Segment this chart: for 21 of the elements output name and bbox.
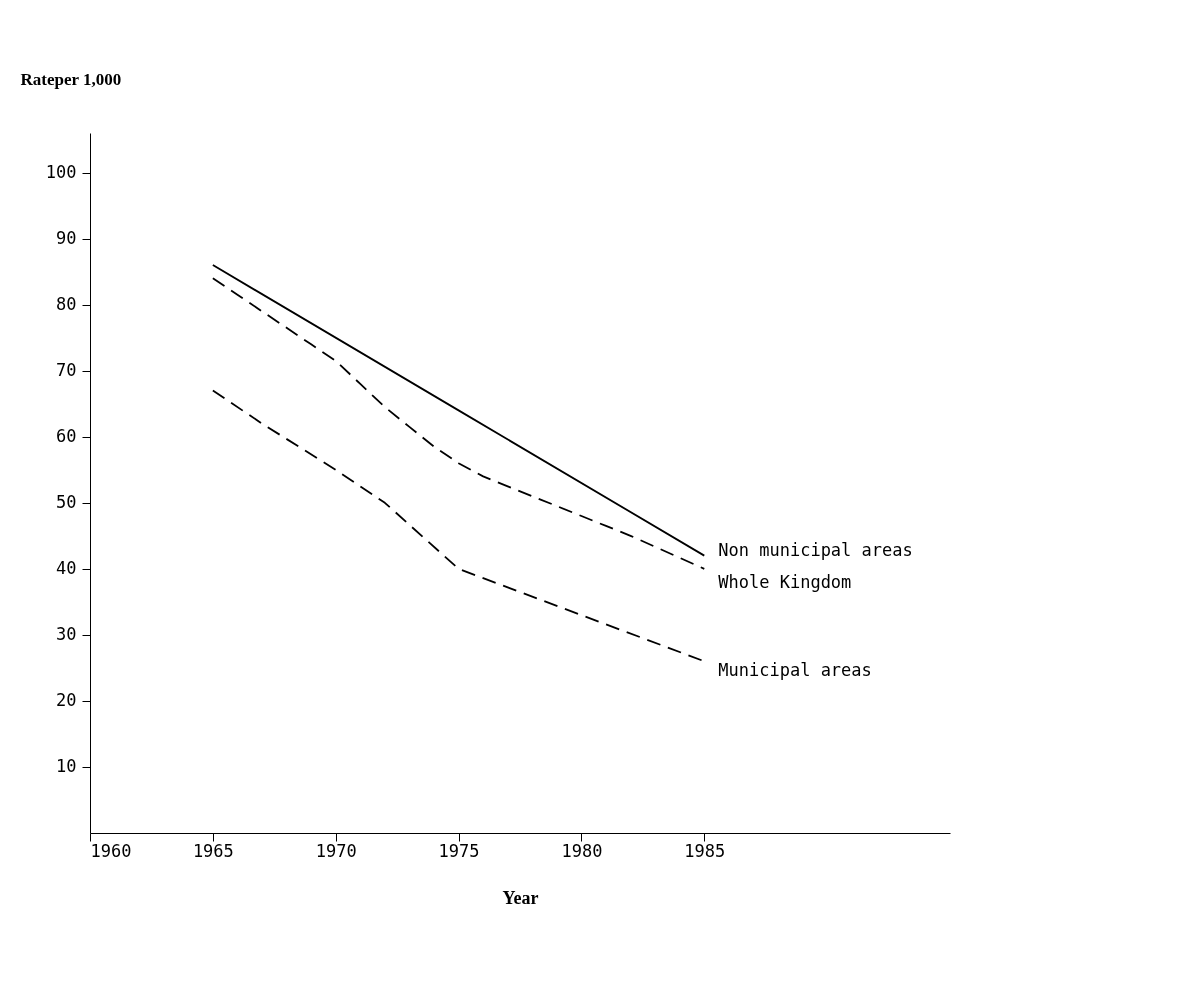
y-tick-label: 10: [56, 756, 77, 777]
x-tick-label: 1985: [684, 840, 726, 861]
x-tick-label: 1980: [561, 840, 603, 861]
y-tick-label: 80: [56, 294, 77, 315]
x-axis-title: Year: [502, 887, 539, 908]
x-tick-label: 1970: [315, 840, 357, 861]
series-label: Municipal areas: [718, 660, 872, 681]
y-tick-label: 90: [56, 228, 77, 249]
x-tick-label: 1960: [90, 840, 132, 861]
y-tick-label: 20: [56, 690, 77, 711]
y-tick-label: 50: [56, 492, 77, 513]
y-tick-label: 40: [56, 558, 77, 579]
y-tick-label: 30: [56, 624, 77, 645]
y-tick-label: 60: [56, 426, 77, 447]
series-label: Whole Kingdom: [718, 571, 852, 592]
x-tick-label: 1965: [192, 840, 234, 861]
y-tick-label: 70: [56, 360, 77, 381]
x-tick-label: 1975: [438, 840, 480, 861]
series-label: Non municipal areas: [718, 539, 913, 560]
y-tick-label: 100: [45, 162, 77, 183]
y-axis-title: Rateper 1,000: [20, 69, 122, 89]
